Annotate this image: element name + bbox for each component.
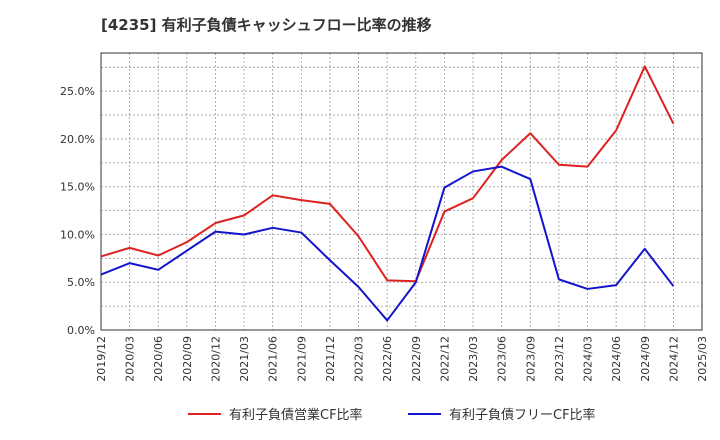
series-line-2 xyxy=(100,165,675,322)
x-tick-label: 2021/06 xyxy=(267,336,280,382)
legend-label-2: 有利子負債フリーCF比率 xyxy=(449,407,596,423)
plot-area xyxy=(101,53,702,330)
legend-label-1: 有利子負債営業CF比率 xyxy=(229,407,363,423)
x-tick-label: 2020/03 xyxy=(124,336,137,382)
series-line-1 xyxy=(100,65,675,283)
x-tick-label: 2022/12 xyxy=(438,336,451,382)
x-tick-label: 2024/03 xyxy=(582,336,595,382)
x-tick-label: 2024/12 xyxy=(667,336,680,382)
y-tick-label: 25.0% xyxy=(60,85,95,98)
y-tick-label: 15.0% xyxy=(60,181,95,194)
y-tick-label: 0.0% xyxy=(67,324,95,337)
chart-title: [4235] 有利子負債キャッシュフロー比率の推移 xyxy=(101,16,432,34)
x-tick-label: 2019/12 xyxy=(95,336,108,382)
x-tick-label: 2023/12 xyxy=(553,336,566,382)
x-tick-label: 2022/03 xyxy=(353,336,366,382)
x-tick-label: 2024/06 xyxy=(610,336,623,382)
x-tick-label: 2021/12 xyxy=(324,336,337,382)
x-tick-label: 2020/12 xyxy=(209,336,222,382)
x-tick-label: 2025/03 xyxy=(696,336,709,382)
x-tick-label: 2024/09 xyxy=(639,336,652,382)
y-tick-label: 10.0% xyxy=(60,228,95,241)
x-tick-label: 2023/03 xyxy=(467,336,480,382)
x-tick-label: 2021/09 xyxy=(295,336,308,382)
x-tick-label: 2022/06 xyxy=(381,336,394,382)
x-tick-label: 2021/03 xyxy=(238,336,251,382)
x-tick-label: 2020/06 xyxy=(152,336,165,382)
x-tick-label: 2022/09 xyxy=(410,336,423,382)
x-tick-label: 2023/06 xyxy=(496,336,509,382)
x-tick-label: 2020/09 xyxy=(181,336,194,382)
y-tick-label: 20.0% xyxy=(60,133,95,146)
x-tick-label: 2023/09 xyxy=(524,336,537,382)
y-tick-label: 5.0% xyxy=(67,276,95,289)
plot-frame xyxy=(100,52,703,331)
